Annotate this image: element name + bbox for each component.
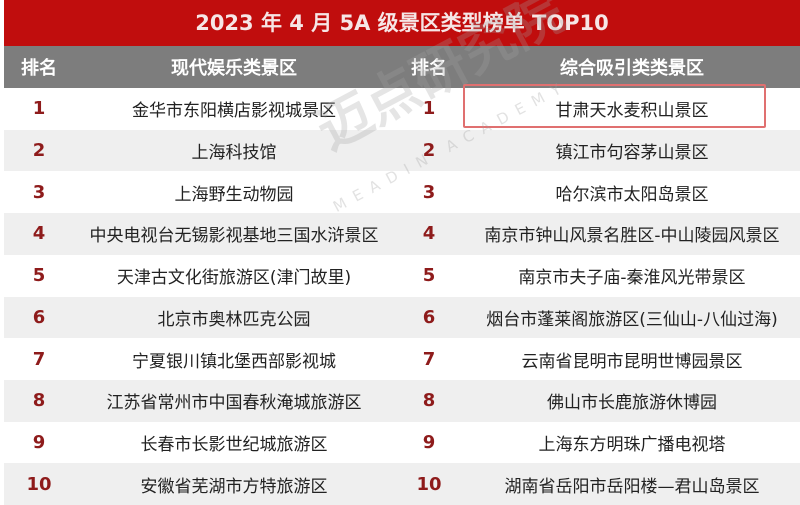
header-comprehensive: 综合吸引类类景区 xyxy=(560,58,704,79)
table-row: 8 江苏省常州市中国春秋淹城旅游区 8 佛山市长鹿旅游休博园 xyxy=(4,379,800,422)
comprehensive-cell: 南京市钟山风景名胜区-中山陵园风景区 xyxy=(484,226,780,247)
table-row: 1 金华市东阳横店影视城景区 1 甘肃天水麦积山景区 xyxy=(4,88,800,130)
comprehensive-cell: 云南省昆明市昆明世博园景区 xyxy=(521,351,743,372)
rank-cell: 2 xyxy=(422,140,436,162)
rank-cell: 5 xyxy=(32,265,46,287)
table-row: 3 上海野生动物园 3 哈尔滨市太阳岛景区 xyxy=(4,171,800,213)
modern-entertainment-cell: 北京市奥林匹克公园 xyxy=(157,309,311,330)
rank-cell: 1 xyxy=(32,98,46,120)
modern-entertainment-cell: 安徽省芜湖市方特旅游区 xyxy=(140,476,328,497)
modern-entertainment-cell: 中央电视台无锡影视基地三国水浒景区 xyxy=(89,226,379,247)
comprehensive-cell: 佛山市长鹿旅游休博园 xyxy=(547,393,717,414)
comprehensive-cell: 烟台市蓬莱阁旅游区(三仙山-八仙过海) xyxy=(486,309,778,330)
modern-entertainment-cell: 长春市长影世纪城旅游区 xyxy=(140,434,328,455)
modern-entertainment-cell: 上海野生动物园 xyxy=(174,184,294,205)
table-row: 7 宁夏银川镇北堡西部影视城 7 云南省昆明市昆明世博园景区 xyxy=(4,338,800,380)
comprehensive-cell: 湖南省岳阳市岳阳楼—君山岛景区 xyxy=(504,476,760,497)
table-row: 10 安徽省芜湖市方特旅游区 10 湖南省岳阳市岳阳楼—君山岛景区 xyxy=(4,463,800,505)
rank-cell: 8 xyxy=(32,390,46,412)
table-row: 5 天津古文化街旅游区(津门故里) 5 南京市夫子庙-秦淮风光带景区 xyxy=(4,255,800,297)
table-row: 6 北京市奥林匹克公园 6 烟台市蓬莱阁旅游区(三仙山-八仙过海) xyxy=(4,296,800,339)
modern-entertainment-cell: 金华市东阳横店影视城景区 xyxy=(132,101,336,122)
modern-entertainment-cell: 江苏省常州市中国春秋淹城旅游区 xyxy=(106,393,362,414)
comprehensive-cell: 上海东方明珠广播电视塔 xyxy=(538,434,726,455)
rank-cell: 3 xyxy=(422,181,436,203)
rank-cell: 10 xyxy=(416,473,442,495)
rank-cell: 6 xyxy=(32,306,46,328)
rank-cell: 1 xyxy=(422,98,436,120)
table-row: 4 中央电视台无锡影视基地三国水浒景区 4 南京市钟山风景名胜区-中山陵园风景区 xyxy=(4,213,800,255)
rank-cell: 3 xyxy=(32,181,46,203)
rank-cell: 5 xyxy=(422,265,436,287)
table-row: 2 上海科技馆 2 镇江市句容茅山景区 xyxy=(4,129,800,172)
rank-cell: 8 xyxy=(422,390,436,412)
rank-cell: 4 xyxy=(422,223,436,245)
comprehensive-cell: 甘肃天水麦积山景区 xyxy=(555,101,709,122)
table-header: 排名 现代娱乐类景区 排名 综合吸引类类景区 xyxy=(4,46,800,88)
rank-cell: 7 xyxy=(32,348,46,370)
highlight-box xyxy=(463,84,766,128)
header-rank-2: 排名 xyxy=(411,58,447,79)
comprehensive-cell: 南京市夫子庙-秦淮风光带景区 xyxy=(518,268,746,289)
header-rank-1: 排名 xyxy=(21,58,57,79)
header-modern-entertainment: 现代娱乐类景区 xyxy=(171,58,297,79)
rank-cell: 10 xyxy=(26,473,52,495)
comprehensive-cell: 哈尔滨市太阳岛景区 xyxy=(555,184,709,205)
comprehensive-cell: 镇江市句容茅山景区 xyxy=(555,143,709,164)
table-title: 2023 年 4 月 5A 级景区类型榜单 TOP10 xyxy=(4,0,800,46)
modern-entertainment-cell: 上海科技馆 xyxy=(191,143,277,164)
rank-cell: 6 xyxy=(422,306,436,328)
rank-cell: 4 xyxy=(32,223,46,245)
modern-entertainment-cell: 天津古文化街旅游区(津门故里) xyxy=(116,268,352,289)
rank-cell: 7 xyxy=(422,348,436,370)
rank-cell: 2 xyxy=(32,140,46,162)
modern-entertainment-cell: 宁夏银川镇北堡西部影视城 xyxy=(132,351,336,372)
rank-cell: 9 xyxy=(422,431,436,453)
table-row: 9 长春市长影世纪城旅游区 9 上海东方明珠广播电视塔 xyxy=(4,422,800,464)
rank-cell: 9 xyxy=(32,431,46,453)
